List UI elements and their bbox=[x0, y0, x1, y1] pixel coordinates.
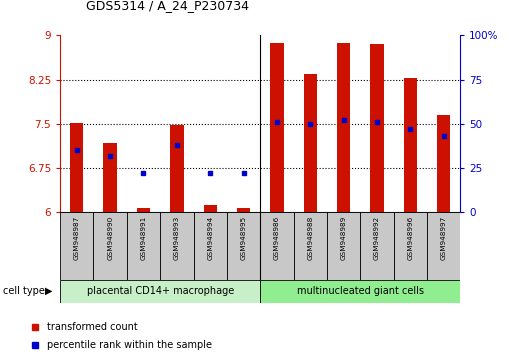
FancyBboxPatch shape bbox=[427, 212, 460, 280]
Text: placental CD14+ macrophage: placental CD14+ macrophage bbox=[86, 286, 234, 296]
Bar bbox=[137, 208, 150, 212]
Text: GSM948988: GSM948988 bbox=[307, 216, 313, 260]
Text: transformed count: transformed count bbox=[48, 322, 138, 332]
FancyBboxPatch shape bbox=[227, 212, 260, 280]
Text: GSM948987: GSM948987 bbox=[74, 216, 80, 260]
Bar bbox=[170, 125, 184, 212]
Text: GSM948993: GSM948993 bbox=[174, 216, 180, 260]
FancyBboxPatch shape bbox=[260, 280, 460, 303]
FancyBboxPatch shape bbox=[327, 212, 360, 280]
FancyBboxPatch shape bbox=[394, 212, 427, 280]
Text: GSM948991: GSM948991 bbox=[141, 216, 146, 260]
Text: GSM948992: GSM948992 bbox=[374, 216, 380, 260]
Bar bbox=[270, 43, 283, 212]
Text: GSM948996: GSM948996 bbox=[407, 216, 413, 260]
Text: multinucleated giant cells: multinucleated giant cells bbox=[297, 286, 424, 296]
Bar bbox=[203, 205, 217, 212]
FancyBboxPatch shape bbox=[360, 212, 394, 280]
Text: cell type: cell type bbox=[3, 286, 44, 296]
FancyBboxPatch shape bbox=[293, 212, 327, 280]
Bar bbox=[437, 115, 450, 212]
Bar bbox=[303, 74, 317, 212]
Bar bbox=[70, 123, 84, 212]
FancyBboxPatch shape bbox=[60, 212, 94, 280]
FancyBboxPatch shape bbox=[194, 212, 227, 280]
Text: GSM948994: GSM948994 bbox=[207, 216, 213, 260]
Bar bbox=[404, 78, 417, 212]
Text: GSM948986: GSM948986 bbox=[274, 216, 280, 260]
Bar bbox=[370, 44, 383, 212]
FancyBboxPatch shape bbox=[260, 212, 293, 280]
Text: percentile rank within the sample: percentile rank within the sample bbox=[48, 340, 212, 350]
FancyBboxPatch shape bbox=[160, 212, 194, 280]
Bar bbox=[104, 143, 117, 212]
FancyBboxPatch shape bbox=[94, 212, 127, 280]
Text: GSM948989: GSM948989 bbox=[340, 216, 347, 260]
Bar bbox=[337, 43, 350, 212]
Text: GSM948990: GSM948990 bbox=[107, 216, 113, 260]
Text: GSM948997: GSM948997 bbox=[440, 216, 447, 260]
Bar bbox=[237, 208, 250, 212]
Text: ▶: ▶ bbox=[45, 286, 52, 296]
Text: GDS5314 / A_24_P230734: GDS5314 / A_24_P230734 bbox=[86, 0, 249, 12]
FancyBboxPatch shape bbox=[127, 212, 160, 280]
FancyBboxPatch shape bbox=[60, 280, 260, 303]
Text: GSM948995: GSM948995 bbox=[241, 216, 246, 260]
